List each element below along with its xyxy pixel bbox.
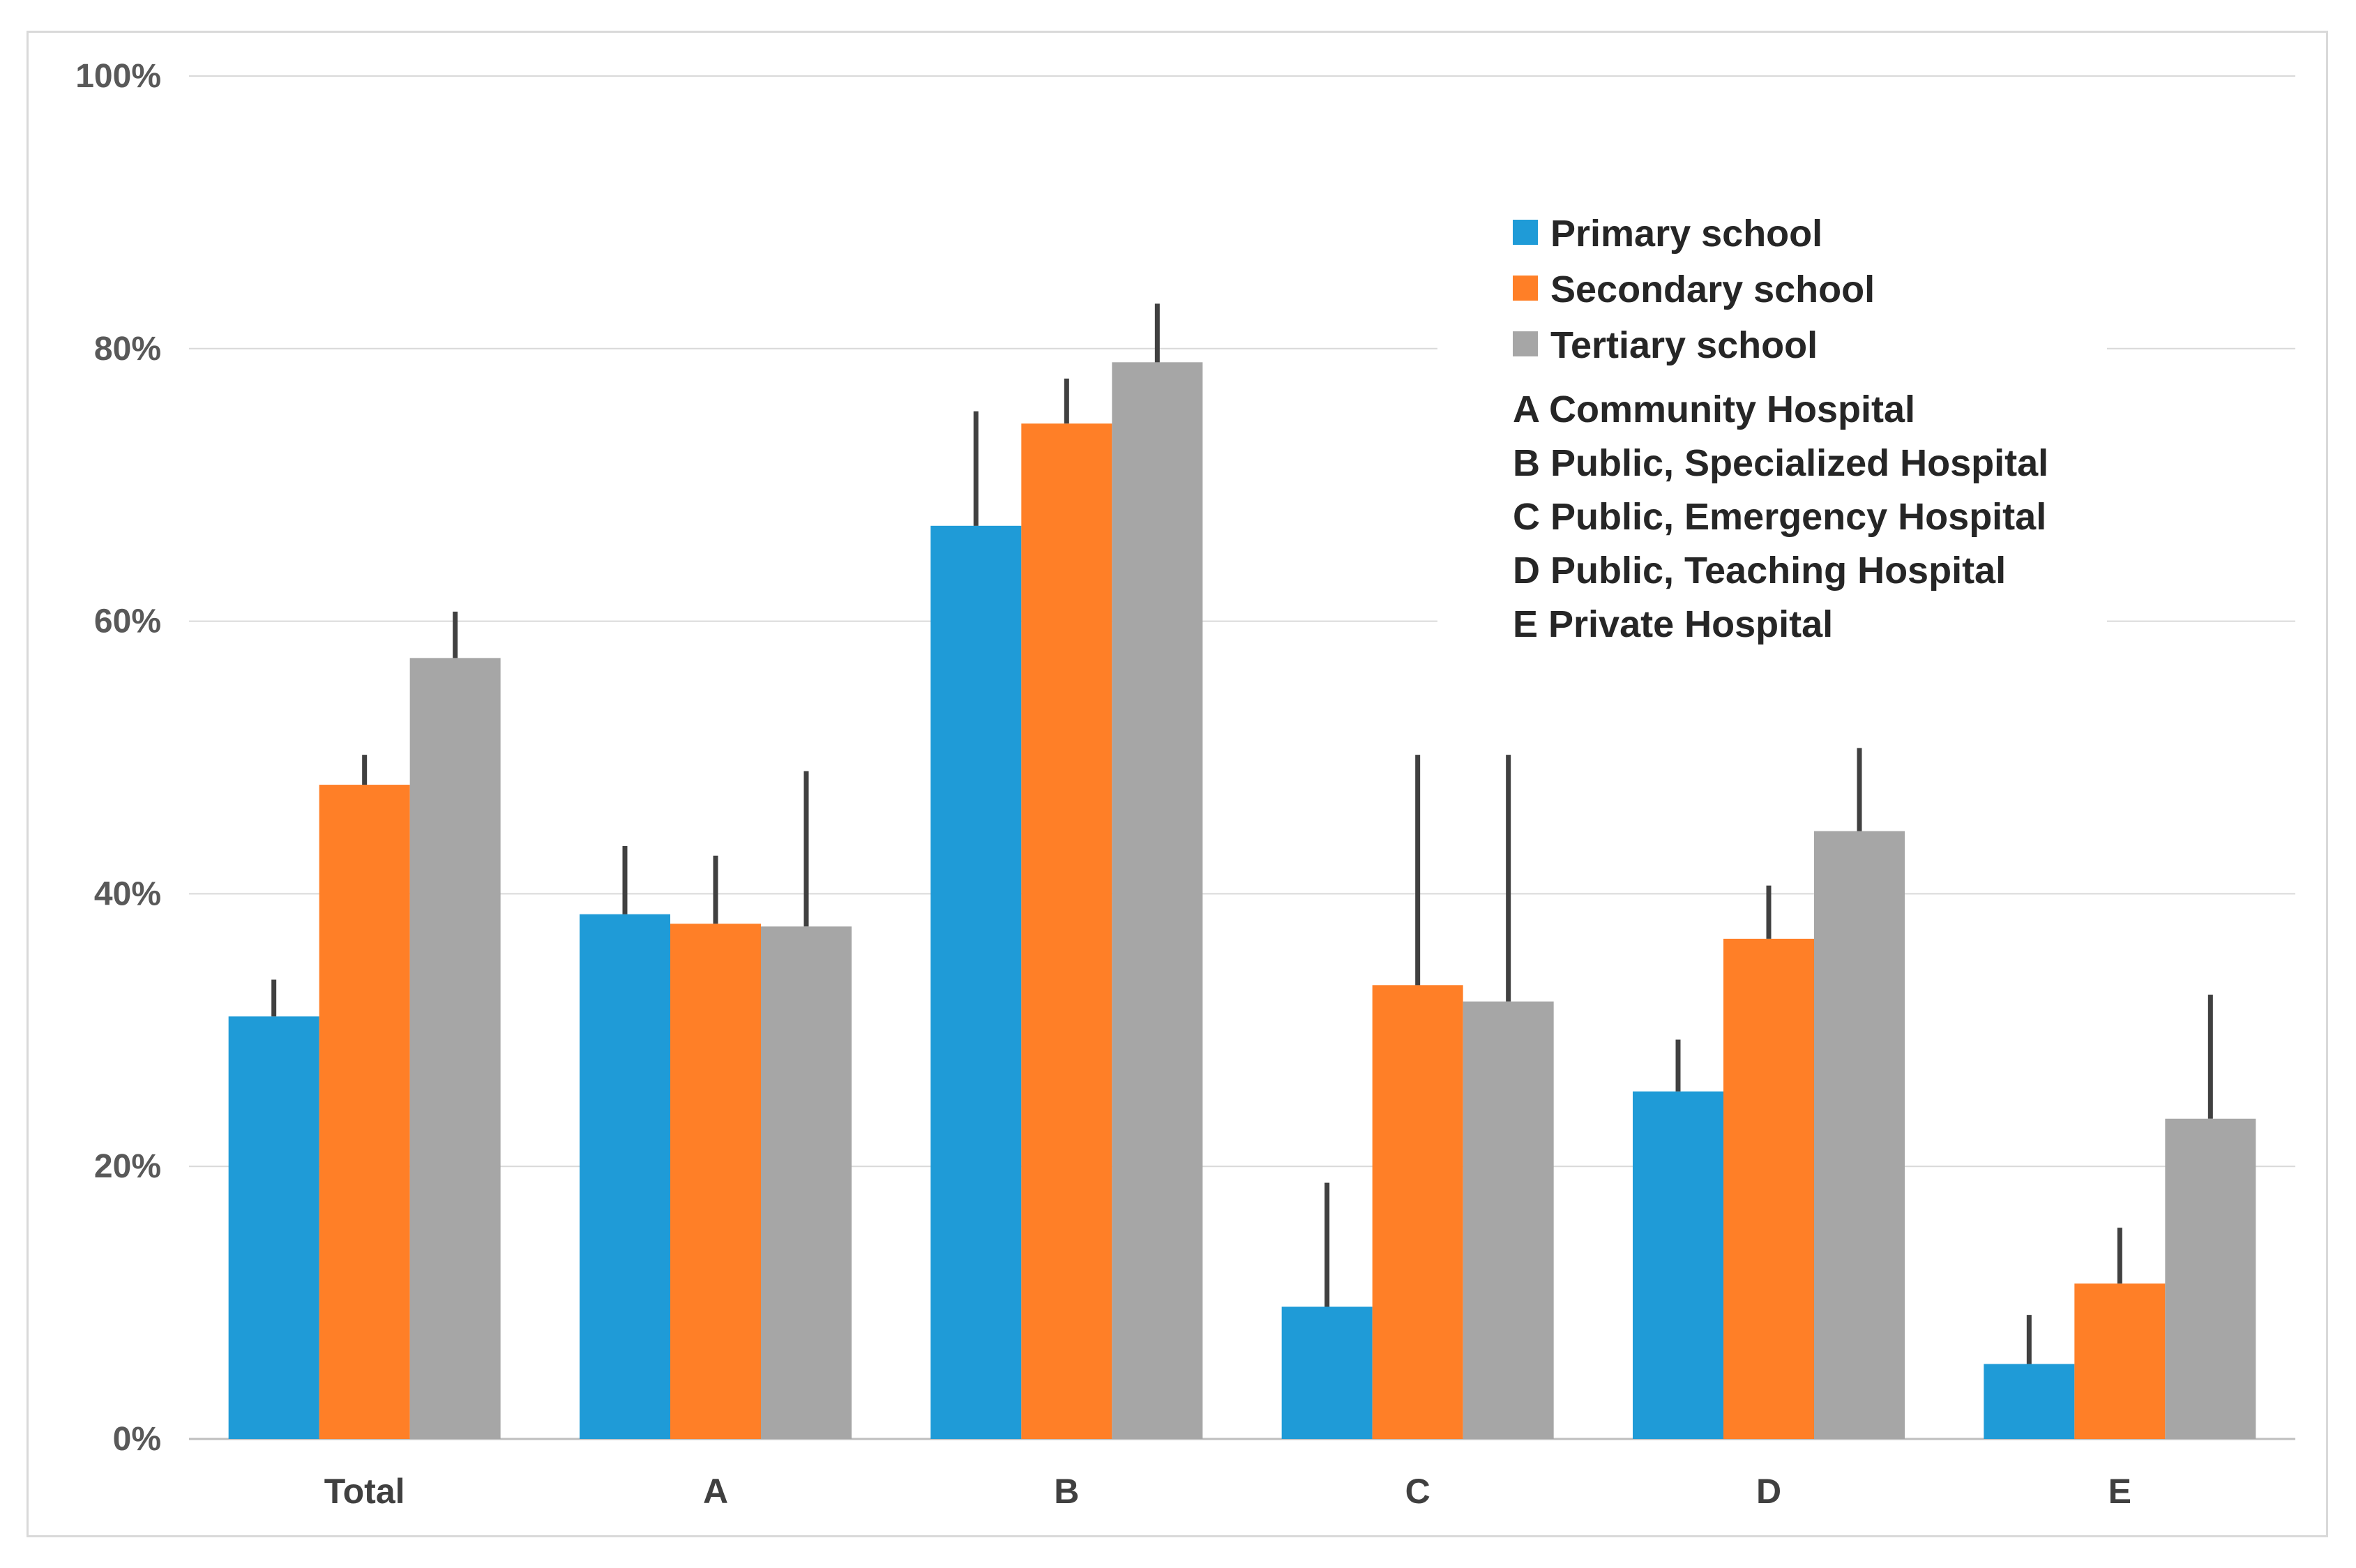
y-tick-label: 40% bbox=[94, 875, 161, 912]
bar-tertiary-school-b bbox=[1112, 362, 1203, 1439]
legend-label: Tertiary school bbox=[1550, 324, 1818, 366]
bar-secondary-school-e bbox=[2074, 1283, 2166, 1439]
y-tick-label: 80% bbox=[94, 331, 161, 368]
legend-category-note: A Community Hospital bbox=[1513, 389, 1915, 430]
legend-category-note: C Public, Emergency Hospital bbox=[1513, 496, 2046, 538]
chart-container: 0% 20% 40% 60% 80% 100% Total A B C D E Primary sc… bbox=[27, 31, 2328, 1537]
bar-chart: 0% 20% 40% 60% 80% 100% Total A B C D E Primary sc… bbox=[75, 58, 2295, 1511]
category-label: A bbox=[703, 1472, 728, 1511]
category-label: D bbox=[1756, 1472, 1781, 1511]
y-tick-label: 60% bbox=[94, 603, 161, 640]
bar-tertiary-school-total bbox=[409, 658, 501, 1440]
legend-label: Secondary school bbox=[1550, 269, 1875, 310]
legend-category-note: D Public, Teaching Hospital bbox=[1513, 550, 2006, 591]
y-axis-tick-labels: 0% 20% 40% 60% 80% 100% bbox=[75, 58, 161, 1458]
bar-primary-school-a bbox=[580, 914, 670, 1439]
bar-secondary-school-b bbox=[1021, 423, 1112, 1439]
bar-tertiary-school-c bbox=[1463, 1001, 1554, 1439]
legend-swatch-1 bbox=[1513, 276, 1538, 301]
error-bars bbox=[271, 303, 2213, 1364]
legend-background bbox=[1437, 207, 2107, 695]
category-label: B bbox=[1054, 1472, 1079, 1511]
legend: Primary school Secondary school Tertiary s… bbox=[1437, 207, 2107, 695]
bar-primary-school-b bbox=[930, 525, 1022, 1439]
bars bbox=[228, 362, 2256, 1440]
legend-category-note: B Public, Specialized Hospital bbox=[1513, 442, 2048, 484]
y-tick-label: 20% bbox=[94, 1148, 161, 1185]
legend-label: Primary school bbox=[1550, 213, 1822, 255]
bar-tertiary-school-e bbox=[2165, 1118, 2256, 1439]
bar-secondary-school-c bbox=[1372, 985, 1463, 1439]
category-label: E bbox=[2108, 1472, 2131, 1511]
bar-primary-school-e bbox=[1984, 1364, 2075, 1439]
legend-category-note: E Private Hospital bbox=[1513, 603, 1833, 645]
y-tick-label: 100% bbox=[75, 58, 161, 95]
y-tick-label: 0% bbox=[113, 1421, 161, 1458]
category-label: C bbox=[1405, 1472, 1430, 1511]
bar-primary-school-c bbox=[1281, 1306, 1373, 1439]
category-label: Total bbox=[324, 1472, 405, 1511]
legend-swatch-2 bbox=[1513, 331, 1538, 356]
bar-tertiary-school-a bbox=[761, 926, 852, 1439]
x-axis-category-labels: Total A B C D E bbox=[324, 1472, 2131, 1511]
bar-tertiary-school-d bbox=[1814, 831, 1905, 1439]
bar-primary-school-d bbox=[1633, 1091, 1723, 1439]
bar-secondary-school-a bbox=[670, 924, 761, 1439]
gridlines bbox=[189, 75, 2295, 1440]
bar-secondary-school-d bbox=[1723, 938, 1814, 1439]
bar-primary-school-total bbox=[228, 1016, 319, 1439]
bar-secondary-school-total bbox=[319, 785, 410, 1439]
legend-swatch-0 bbox=[1513, 220, 1538, 245]
